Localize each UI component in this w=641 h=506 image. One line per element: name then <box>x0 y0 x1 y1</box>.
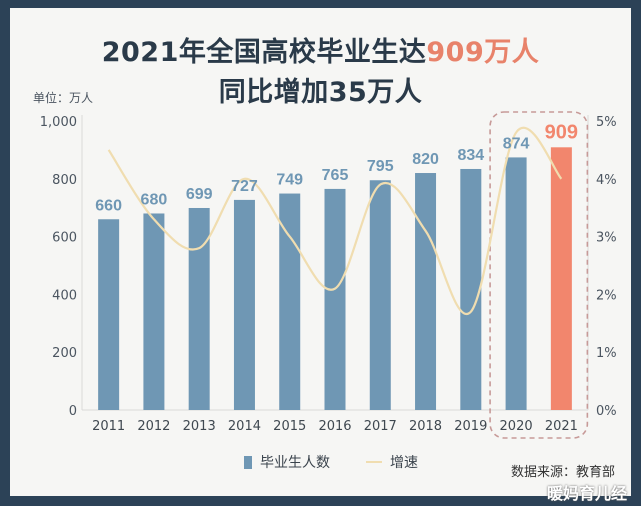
watermark: 暖妈育儿经 <box>546 484 627 503</box>
bar-value-label: 727 <box>231 178 258 195</box>
legend-line-swatch <box>366 461 382 463</box>
y-right-tick-label: 0% <box>596 404 617 419</box>
y-right-tick-label: 4% <box>596 173 617 188</box>
bar <box>460 168 482 410</box>
title-highlight: 909万人 <box>426 37 540 68</box>
bar <box>324 188 346 410</box>
x-tick-label: 2017 <box>364 419 397 434</box>
y-left-tick-label: 600 <box>52 231 77 246</box>
bar <box>98 219 120 410</box>
bar <box>369 180 391 410</box>
bar <box>550 147 572 410</box>
y-right-tick-label: 3% <box>596 231 617 246</box>
x-tick-label: 2020 <box>500 419 533 434</box>
chart-title-line2: 同比增加35万人 <box>218 77 423 108</box>
x-tick-label: 2019 <box>454 419 487 434</box>
bar-value-label: 795 <box>367 158 394 175</box>
chart-title-line1: 2021年全国高校毕业生达909万人 <box>0 30 641 69</box>
bar <box>279 193 301 410</box>
highlight-box <box>489 111 589 439</box>
x-tick-label: 2014 <box>228 419 261 434</box>
x-tick-label: 2015 <box>273 419 306 434</box>
bar-value-label: 765 <box>322 167 349 184</box>
bar <box>415 173 437 410</box>
y-left-tick-label: 800 <box>52 173 77 188</box>
bar-value-label: 680 <box>141 191 168 208</box>
bar-value-label: 834 <box>457 147 484 164</box>
bar-value-label: 909 <box>545 121 578 143</box>
x-tick-label: 2011 <box>92 419 125 434</box>
x-tick-label: 2016 <box>318 419 351 434</box>
y-left-tick-label: 0 <box>69 404 77 419</box>
source-note: 数据来源：教育部 <box>510 465 615 480</box>
y-right-tick-label: 5% <box>596 115 617 130</box>
x-tick-label: 2018 <box>409 419 442 434</box>
x-tick-label: 2012 <box>137 419 170 434</box>
y-left-tick-label: 400 <box>52 288 77 303</box>
y-right-tick-label: 2% <box>596 288 617 303</box>
legend-bar-swatch <box>244 455 252 469</box>
y-left-tick-label: 1,000 <box>40 115 77 130</box>
bar-value-label: 660 <box>95 197 122 214</box>
growth-line <box>107 126 563 316</box>
bar-value-label: 749 <box>276 172 303 189</box>
bar-value-label: 820 <box>412 151 439 168</box>
legend: 毕业生人数 增速 <box>244 452 418 472</box>
title-text: 2021年全国高校毕业生达 <box>101 37 427 68</box>
bar <box>188 207 210 410</box>
legend-line-label: 增速 <box>390 455 418 471</box>
y-right-tick-label: 1% <box>596 346 617 361</box>
bar <box>505 157 527 410</box>
x-tick-label: 2013 <box>183 419 216 434</box>
legend-bar-label: 毕业生人数 <box>260 455 330 471</box>
unit-label: 单位：万人 <box>33 91 94 105</box>
bar-value-label: 874 <box>503 135 530 152</box>
bar <box>233 199 255 410</box>
bar <box>143 213 165 410</box>
x-tick-label: 2021 <box>545 419 578 434</box>
y-left-tick-label: 200 <box>52 346 77 361</box>
bar-value-label: 699 <box>186 186 213 203</box>
